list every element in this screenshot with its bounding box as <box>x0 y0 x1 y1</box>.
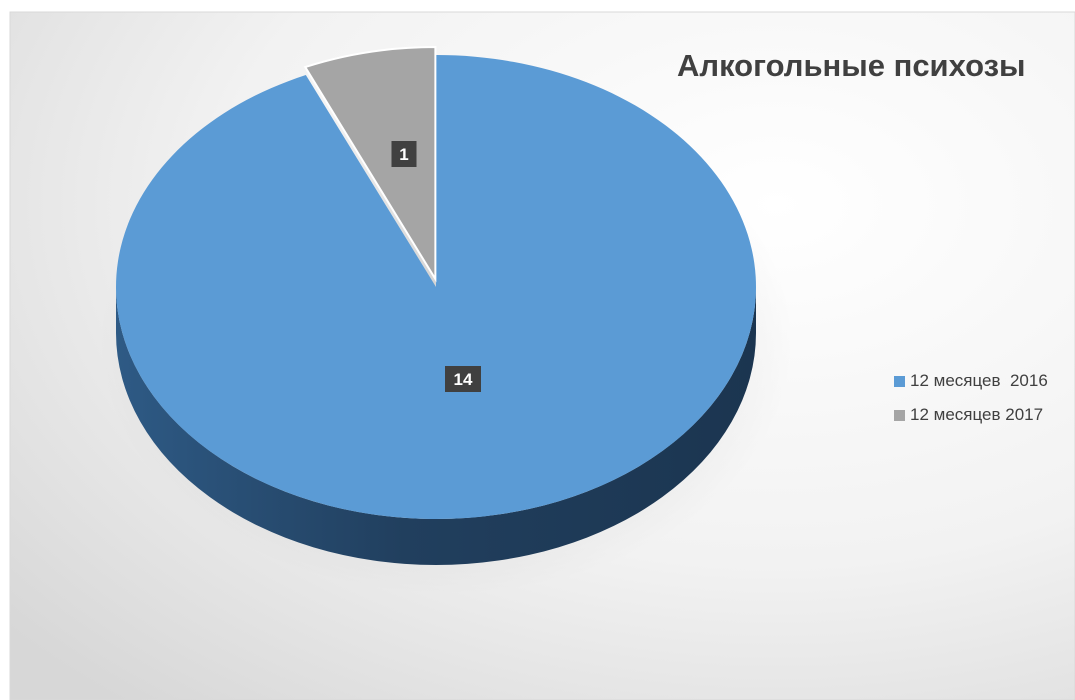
slice-2017 <box>303 45 437 283</box>
chart-area-border <box>9 11 1075 700</box>
legend-item-2016: 12 месяцев 2016 <box>894 364 1048 398</box>
legend-label-2017: 12 месяцев 2017 <box>910 405 1044 424</box>
legend-label-2016: 12 месяцев 2016 <box>910 371 1048 390</box>
data-label-2016: 14 <box>454 370 473 389</box>
legend-item-2017: 12 месяцев 2017 <box>894 398 1048 432</box>
data-label-2017: 1 <box>399 145 408 164</box>
slice-side-2016 <box>116 287 756 565</box>
chart-title: Алкогольные психозы <box>677 48 1026 83</box>
slice-2016 <box>116 55 757 519</box>
data-label-2017-box <box>391 141 417 167</box>
legend-swatch-2017 <box>894 409 905 421</box>
chart-legend: 12 месяцев 2016 12 месяцев 2017 <box>894 364 1048 432</box>
data-label-2016-box <box>445 366 481 392</box>
legend-swatch-2016 <box>894 375 905 387</box>
